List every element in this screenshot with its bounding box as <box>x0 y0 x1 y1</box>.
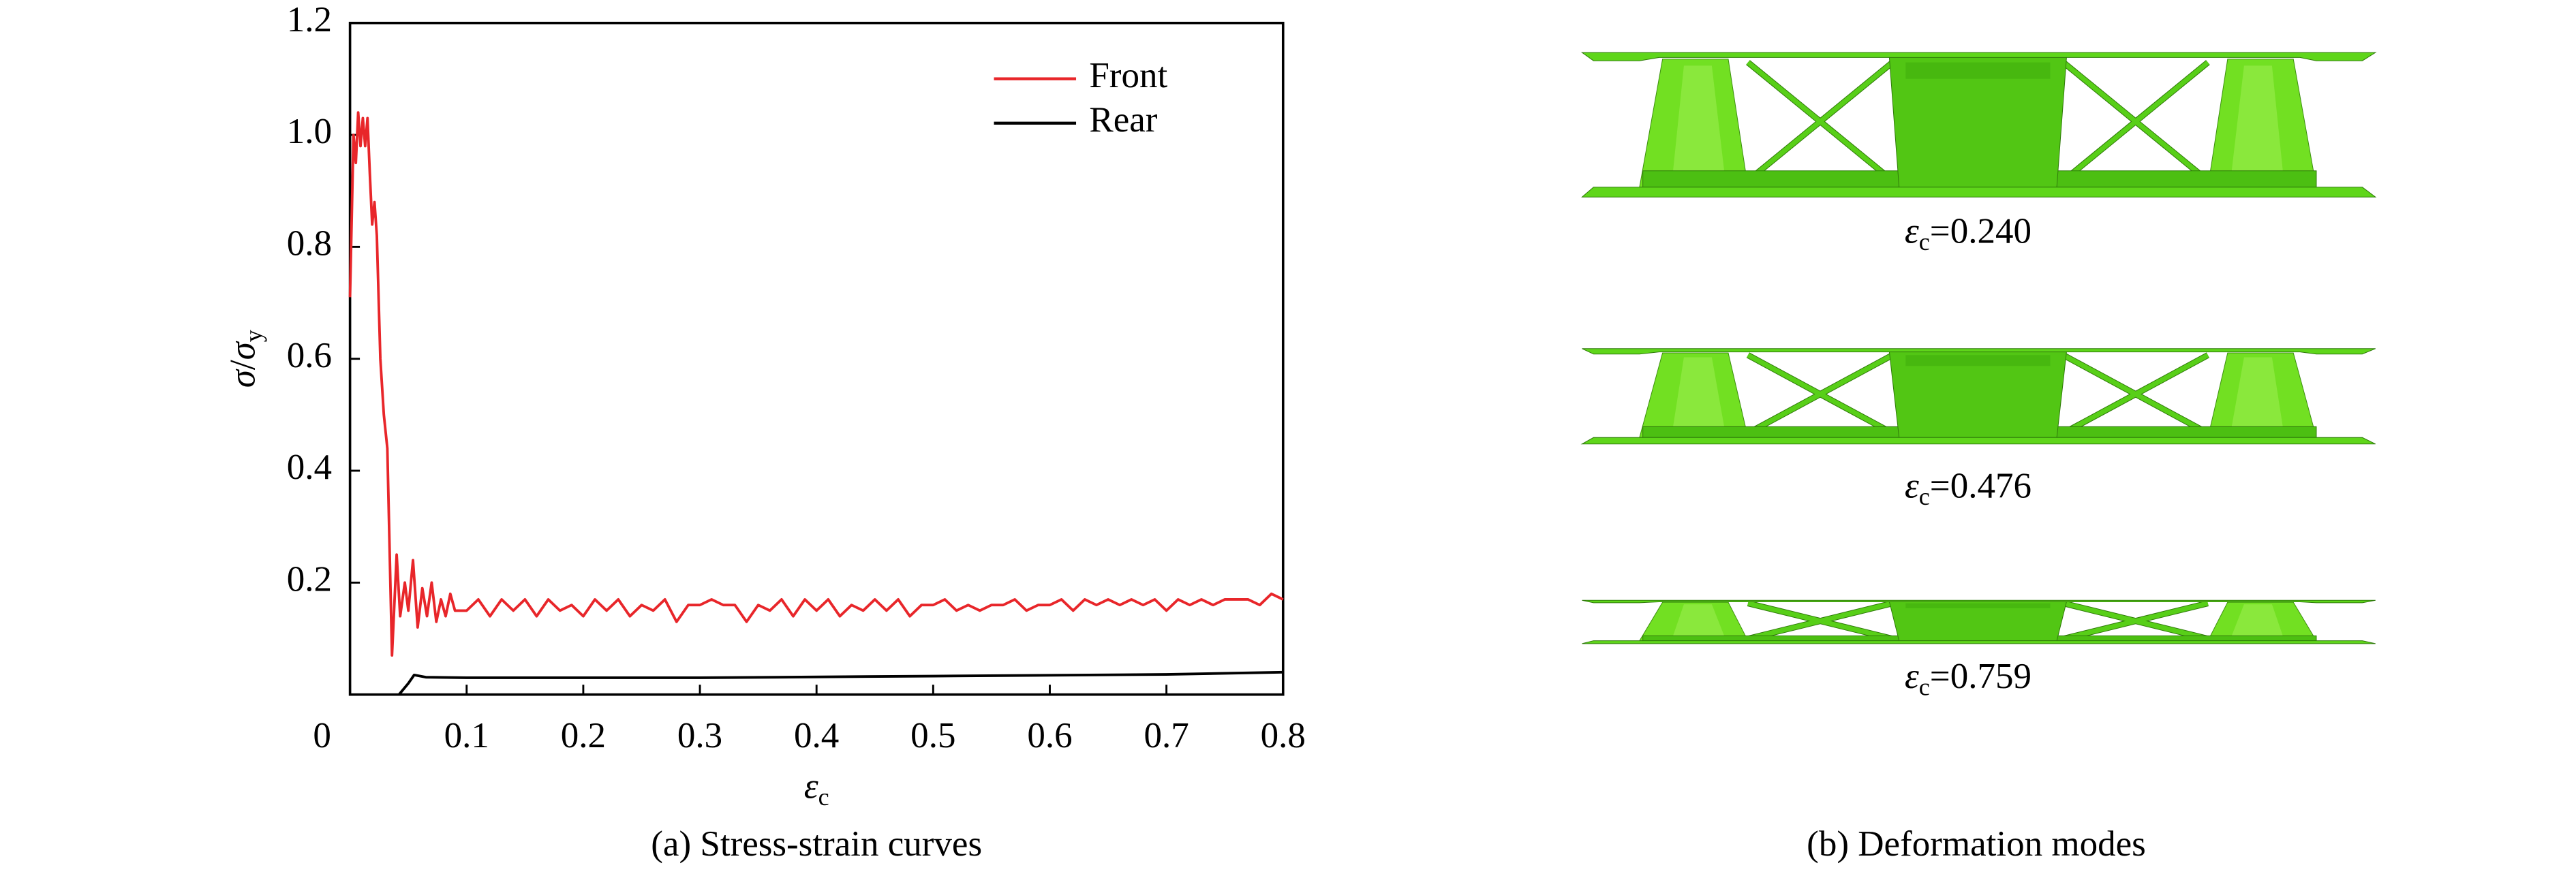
mode-label: εc=0.759 <box>1905 657 2031 701</box>
x-axis-label-subscript: c <box>818 783 829 811</box>
x-tick-label: 0.7 <box>1144 716 1189 755</box>
deformation-mode <box>1582 600 2375 644</box>
deformation-mode <box>1582 349 2375 444</box>
y-tick-label: 0.4 <box>287 448 332 487</box>
data-line <box>348 111 1284 657</box>
mode-label-symbol: ε <box>1905 212 1919 251</box>
mode-label-symbol: ε <box>1905 466 1919 505</box>
y-axis-label-slash: / <box>224 360 263 370</box>
deformation-caption: (b) Deformation modes <box>1807 824 2146 864</box>
x-tick-label: 0.2 <box>561 716 606 755</box>
x-tick-label: 0.1 <box>444 716 489 755</box>
mode-label: εc=0.476 <box>1905 466 2031 510</box>
y-tick-label: 1.2 <box>287 0 332 40</box>
y-tick-label: 0.2 <box>287 559 332 599</box>
x-tick-label: 0.8 <box>1261 716 1306 755</box>
x-axis-label-symbol: ε <box>804 767 818 807</box>
mode-label-subscript: c <box>1919 228 1930 255</box>
y-axis-label-symbol: σ <box>224 341 263 360</box>
x-axis-label: εc <box>804 767 829 811</box>
mode-label: εc=0.240 <box>1905 212 2031 256</box>
mode-label-value: =0.759 <box>1930 657 2031 696</box>
y-tick-label: 0.6 <box>287 336 332 375</box>
mode-label-value: =0.476 <box>1930 466 2031 505</box>
legend-label: Rear <box>1089 100 1157 140</box>
x-tick-label: 0.3 <box>677 716 722 755</box>
chart-caption: (a) Stress-strain curves <box>651 824 982 864</box>
mode-label-subscript: c <box>1919 483 1930 510</box>
y-tick-label: 1.0 <box>287 112 332 151</box>
y-axis-label-symbol: σ <box>224 369 263 388</box>
deformation-mode <box>1582 52 2375 197</box>
mode-label-subscript: c <box>1919 674 1930 701</box>
x-tick-label: 0.5 <box>910 716 955 755</box>
legend-label: Front <box>1089 56 1167 95</box>
x-tick-label: 0.4 <box>794 716 839 755</box>
data-line <box>398 670 1283 695</box>
y-axis-label: σ/σy <box>224 330 268 388</box>
y-tick-label: 0.8 <box>287 224 332 264</box>
mode-label-symbol: ε <box>1905 657 1919 696</box>
y-axis-label-subscript: y <box>241 330 268 342</box>
stress-strain-chart: 0 0.1 0.2 0.3 0.4 0.5 0.6 0.7 0.8 0.2 0.4 0.6 0.8 1.0… <box>224 0 1306 811</box>
x-tick-label: 0.6 <box>1027 716 1072 755</box>
mode-label-value: =0.240 <box>1930 212 2031 251</box>
x-tick-label: 0 <box>313 716 331 755</box>
